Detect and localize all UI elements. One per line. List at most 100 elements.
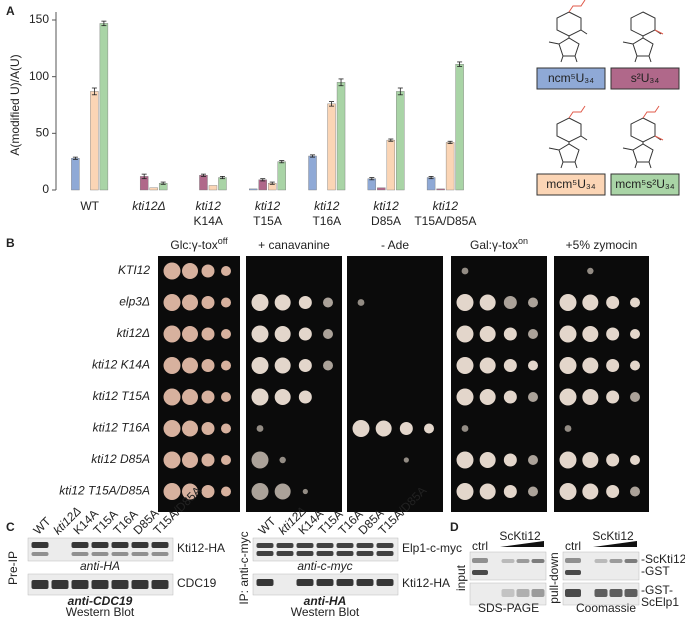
band xyxy=(565,558,581,563)
side-label: input xyxy=(454,564,468,591)
side-label: pull-down xyxy=(547,552,561,603)
bar xyxy=(436,188,445,191)
yeast-spot xyxy=(582,326,599,342)
yeast-spot xyxy=(201,327,215,341)
structure-sulfur xyxy=(654,29,664,35)
band xyxy=(111,542,129,548)
structure-substituent xyxy=(568,0,586,13)
structure xyxy=(622,11,662,63)
band xyxy=(531,589,545,597)
x-tick-label: kti12 xyxy=(433,199,459,213)
structure xyxy=(622,117,662,169)
yeast-spot xyxy=(251,483,269,500)
yeast-spot xyxy=(201,390,215,404)
band xyxy=(594,589,608,597)
strain-label: kti12 T16A xyxy=(93,421,150,435)
blot xyxy=(469,551,547,581)
structure xyxy=(548,11,588,63)
bar xyxy=(90,91,99,191)
yeast-spot xyxy=(375,420,392,437)
band xyxy=(31,580,49,589)
yeast-spot xyxy=(163,420,181,437)
band xyxy=(316,551,334,556)
blot xyxy=(27,537,174,562)
antibody-label: anti-HA xyxy=(80,559,120,573)
yeast-spot xyxy=(274,294,291,311)
bar xyxy=(367,178,377,191)
panel-label: B xyxy=(6,236,15,250)
y-tick-label: 150 xyxy=(29,12,49,26)
yeast-spot xyxy=(630,486,640,497)
yeast-spot xyxy=(559,357,577,374)
yeast-spot xyxy=(251,357,269,374)
band xyxy=(336,579,354,586)
strain-label: KTI12 xyxy=(118,263,150,277)
error-bar xyxy=(141,173,147,180)
yeast-spot xyxy=(528,297,538,308)
yeast-spot xyxy=(582,483,599,500)
wedge xyxy=(593,541,637,547)
band-label: -ScKti12 xyxy=(641,552,685,566)
error-bar xyxy=(72,156,78,160)
band xyxy=(91,552,109,556)
plate xyxy=(347,256,443,512)
yeast-spot xyxy=(182,263,198,279)
band xyxy=(472,570,488,575)
condition-label: - Ade xyxy=(381,238,409,252)
yeast-spot xyxy=(221,455,231,465)
yeast-spot xyxy=(479,452,496,468)
strain-label: kti12Δ xyxy=(117,326,150,340)
blot xyxy=(252,537,399,562)
yeast-spot xyxy=(630,392,640,402)
y-axis-label: A(modified U)/A(U) xyxy=(8,54,22,155)
lane-label: WT xyxy=(255,514,279,538)
yeast-spot xyxy=(503,390,517,404)
yeast-spot xyxy=(163,451,181,469)
side-label: IP: anti-c-myc xyxy=(237,531,251,604)
yeast-spot xyxy=(564,425,572,432)
yeast-spot xyxy=(559,325,577,343)
yeast-spot xyxy=(503,327,517,341)
error-bar xyxy=(160,181,166,185)
error-bar xyxy=(428,175,434,180)
stain-label: Coomassie xyxy=(576,601,636,615)
legend-swatch xyxy=(610,67,680,90)
condition-superscript: on xyxy=(518,236,528,246)
panel-label: C xyxy=(6,520,15,534)
structure-sulfur xyxy=(654,135,664,141)
band xyxy=(91,580,109,589)
error-bar xyxy=(91,87,97,96)
yeast-spot xyxy=(256,425,264,432)
band-label: Kti12-HA xyxy=(177,541,225,555)
legend-label: ncm⁵U₃₄ xyxy=(548,71,594,85)
error-bar xyxy=(310,154,316,158)
error-bar xyxy=(369,177,375,181)
yeast-spot xyxy=(274,483,291,500)
bar xyxy=(277,161,286,191)
yeast-spot xyxy=(456,294,474,311)
lane-label: ctrl xyxy=(472,539,488,553)
antibody-label: anti-c-myc xyxy=(297,559,352,573)
yeast-spot xyxy=(323,329,333,339)
method-label: Western Blot xyxy=(291,605,360,618)
yeast-spot xyxy=(201,453,215,467)
band xyxy=(31,542,49,548)
band xyxy=(131,580,149,589)
band xyxy=(296,579,314,586)
error-bar xyxy=(388,138,394,142)
bar xyxy=(396,91,405,191)
yeast-spot xyxy=(582,294,599,311)
band xyxy=(111,552,129,556)
yeast-spot xyxy=(182,294,198,311)
yeast-spot xyxy=(182,389,198,405)
lane-label: ScKti12 xyxy=(592,529,634,543)
yeast-spot xyxy=(221,486,231,497)
structure xyxy=(548,117,588,169)
structure-substituent xyxy=(642,105,660,119)
bar xyxy=(149,187,158,191)
band xyxy=(276,543,294,548)
band xyxy=(376,551,394,556)
yeast-spot xyxy=(298,327,312,341)
band xyxy=(356,543,374,548)
band xyxy=(609,589,623,597)
